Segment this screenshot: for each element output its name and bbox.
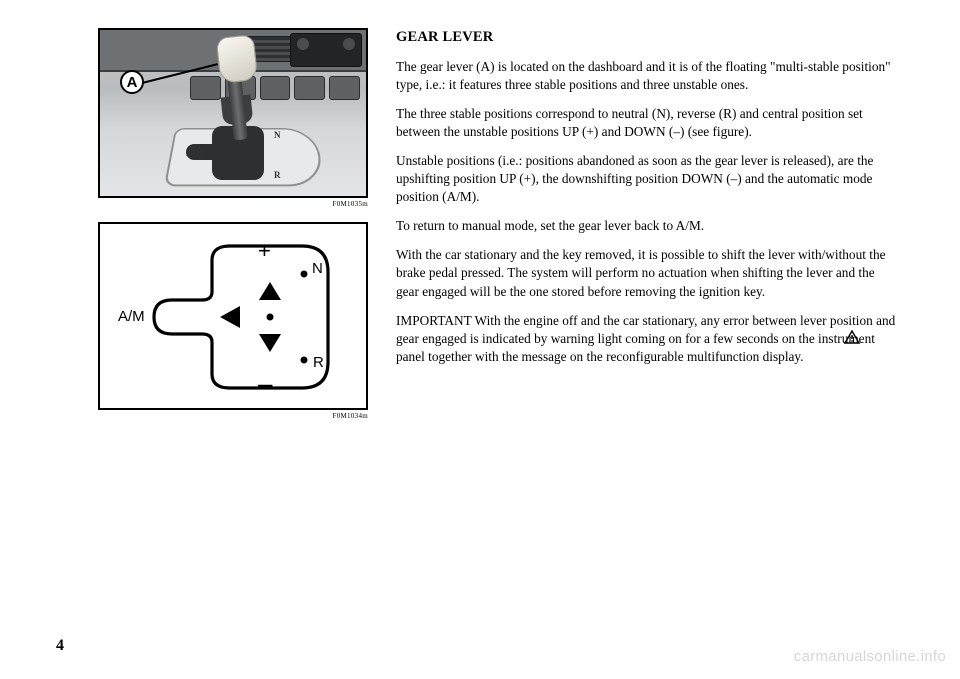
- diagram-label-n: N: [312, 260, 323, 277]
- diagram-label-minus: –: [258, 376, 272, 392]
- page-number: 4: [56, 637, 64, 655]
- paragraph-6: IMPORTANT With the engine off and the ca…: [396, 312, 900, 366]
- figure-gear-lever-photo: A/M N R A: [98, 28, 368, 198]
- paragraph-5: With the car stationary and the key remo…: [396, 246, 900, 300]
- callout-label-a: A: [120, 70, 144, 94]
- warning-triangle-icon: [844, 330, 860, 344]
- figure-shift-pattern: + N A/M R –: [98, 222, 368, 410]
- diagram-label-r: R: [313, 354, 324, 371]
- paragraph-3: Unstable positions (i.e.: positions aban…: [396, 152, 900, 206]
- paragraph-4: To return to manual mode, set the gear l…: [396, 217, 900, 235]
- diagram-label-am: A/M: [118, 308, 145, 325]
- diagram-label-plus: +: [258, 238, 271, 264]
- paragraph-1: The gear lever (A) is located on the das…: [396, 58, 900, 94]
- paragraph-2: The three stable positions correspond to…: [396, 105, 900, 141]
- figure1-caption: F0M1035m: [98, 200, 368, 208]
- figure2-caption: F0M1034m: [98, 412, 368, 420]
- section-title: GEAR LEVER: [396, 28, 900, 48]
- watermark: carmanualsonline.info: [794, 648, 946, 665]
